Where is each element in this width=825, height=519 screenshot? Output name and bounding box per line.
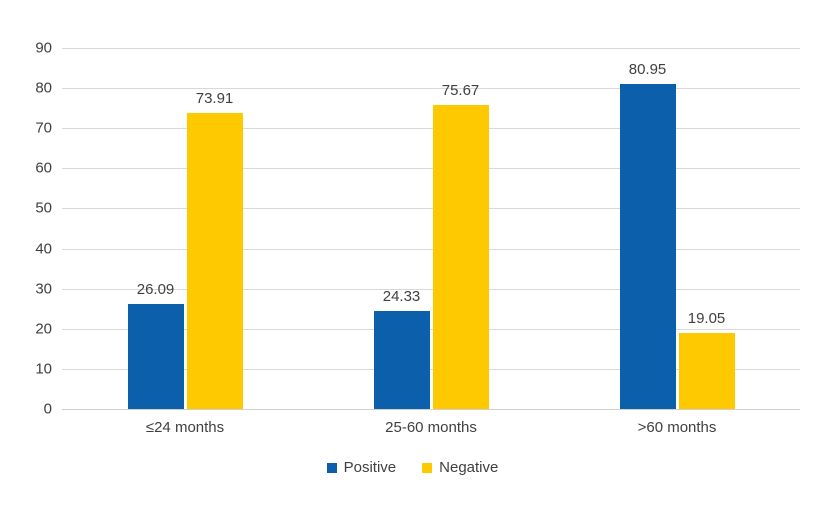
legend-swatch-icon bbox=[422, 462, 433, 473]
gridline bbox=[62, 128, 800, 130]
legend-label: Positive bbox=[343, 459, 397, 476]
y-axis-tick-label: 90 bbox=[35, 39, 52, 57]
bar-value-label: 75.67 bbox=[441, 82, 480, 100]
bar-positive-0[interactable] bbox=[127, 304, 184, 409]
bar-value-label: 24.33 bbox=[382, 288, 421, 306]
gridline bbox=[62, 288, 800, 290]
x-axis-category-label: >60 months bbox=[637, 419, 717, 436]
bar-value-label: 73.91 bbox=[195, 89, 234, 107]
x-axis: ≤24 months 25-60 months >60 months bbox=[62, 420, 800, 446]
gridline bbox=[62, 368, 800, 370]
chart-legend: Positive Negative bbox=[0, 460, 825, 475]
y-axis-tick-label: 70 bbox=[35, 119, 52, 137]
gridline bbox=[62, 208, 800, 210]
x-axis-category-label: ≤24 months bbox=[145, 419, 225, 436]
bar-value-label: 19.05 bbox=[687, 309, 726, 327]
gridline bbox=[62, 168, 800, 170]
bar-value-label: 80.95 bbox=[628, 61, 667, 79]
gridline bbox=[62, 48, 800, 49]
legend-item-positive[interactable]: Positive bbox=[326, 459, 397, 476]
y-axis-tick-label: 20 bbox=[35, 320, 52, 338]
legend-item-negative[interactable]: Negative bbox=[422, 460, 498, 475]
y-axis-tick-label: 40 bbox=[35, 240, 52, 258]
y-axis-tick-label: 60 bbox=[35, 159, 52, 177]
y-axis-tick-label: 80 bbox=[35, 79, 52, 97]
gridline bbox=[62, 328, 800, 330]
bar-negative-1[interactable] bbox=[432, 105, 489, 409]
x-axis-category-label: 25-60 months bbox=[385, 419, 477, 436]
legend-label: Negative bbox=[439, 459, 499, 476]
bar-positive-1[interactable] bbox=[373, 311, 430, 409]
legend-swatch-icon bbox=[326, 462, 337, 473]
plot-area: 26.09 73.91 24.33 75.67 80.95 19.05 bbox=[62, 48, 800, 410]
y-axis-tick-label: 30 bbox=[35, 280, 52, 298]
bar-value-label: 26.09 bbox=[136, 281, 175, 299]
y-axis-tick-label: 0 bbox=[43, 400, 52, 418]
gridline bbox=[62, 88, 800, 90]
bar-negative-2[interactable] bbox=[678, 332, 735, 409]
y-axis: 0 10 20 30 40 50 60 70 80 90 bbox=[0, 41, 52, 417]
gridline bbox=[62, 409, 800, 410]
bar-negative-0[interactable] bbox=[186, 112, 243, 409]
y-axis-tick-label: 10 bbox=[35, 360, 52, 378]
bar-positive-2[interactable] bbox=[619, 84, 676, 409]
y-axis-tick-label: 50 bbox=[35, 199, 52, 217]
gridline bbox=[62, 248, 800, 250]
